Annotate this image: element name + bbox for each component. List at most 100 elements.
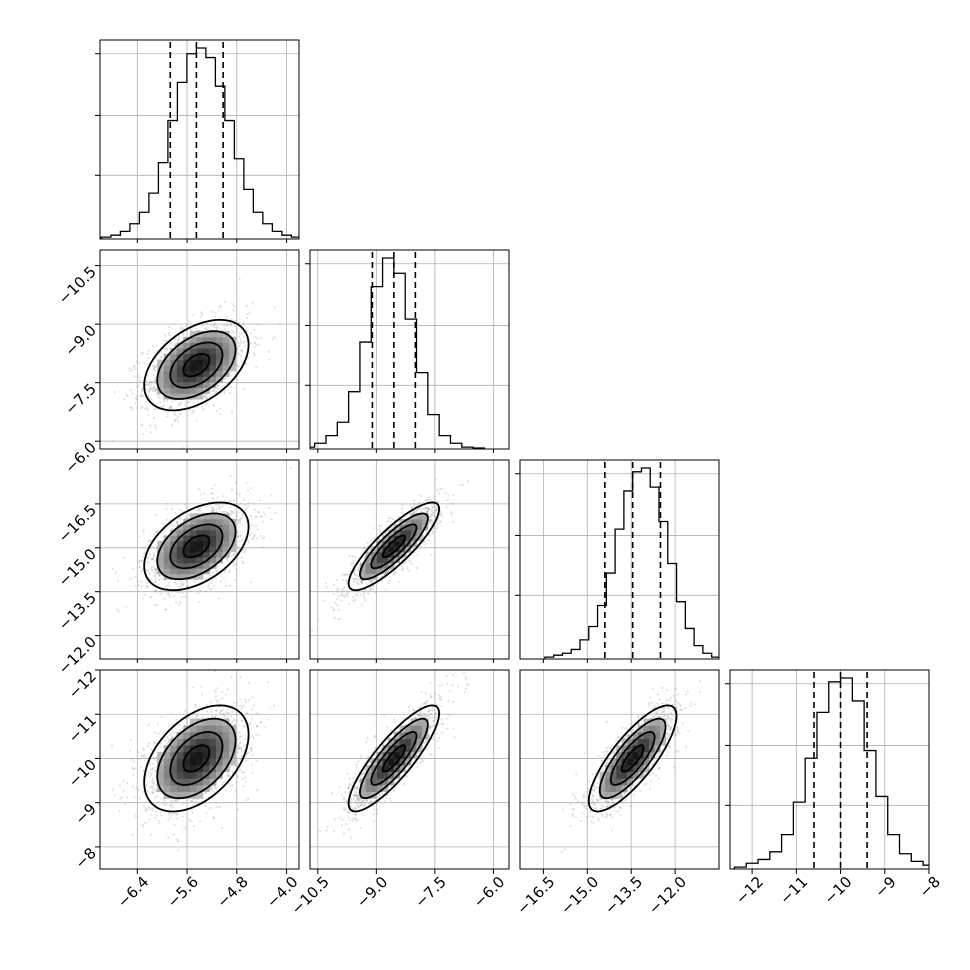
sample-point — [432, 513, 436, 516]
sample-point — [214, 312, 217, 315]
density-cell — [176, 551, 184, 558]
sample-point — [214, 787, 217, 790]
sample-point — [429, 521, 432, 524]
density-cell — [157, 382, 165, 389]
sample-point — [258, 498, 262, 501]
sample-point — [151, 380, 154, 383]
sample-point — [141, 559, 144, 562]
sample-point — [424, 506, 427, 509]
density-cell — [365, 573, 372, 580]
sample-point — [184, 402, 187, 405]
sample-point — [159, 401, 162, 404]
sample-point — [145, 383, 148, 387]
sample-point — [426, 506, 430, 510]
sample-point — [152, 373, 155, 376]
sample-point — [247, 541, 250, 544]
sample-point — [240, 361, 243, 364]
sample-point — [190, 820, 193, 823]
sample-point — [423, 540, 426, 543]
sample-point — [152, 565, 155, 568]
density-cell — [215, 336, 223, 343]
contour-level-1 — [370, 523, 418, 570]
density-cell — [365, 562, 372, 569]
sample-point — [146, 407, 149, 410]
sample-point — [254, 341, 257, 344]
sample-point — [242, 322, 245, 325]
sample-point — [240, 502, 243, 505]
sample-point — [420, 509, 423, 513]
sample-point — [134, 368, 137, 371]
sample-point — [170, 424, 174, 427]
sample-point — [138, 535, 141, 538]
sample-point — [153, 575, 156, 578]
sample-point — [260, 515, 263, 518]
sample-point — [435, 525, 438, 528]
sample-point — [239, 735, 242, 738]
sample-point — [360, 581, 364, 584]
sample-point — [157, 393, 161, 396]
sample-point — [161, 353, 165, 356]
sample-point — [345, 573, 348, 577]
sample-point — [461, 484, 464, 487]
sample-point — [205, 394, 208, 397]
sample-point — [149, 387, 153, 390]
contour-level-3 — [347, 501, 441, 592]
sample-point — [401, 503, 404, 507]
density-cell — [176, 568, 184, 575]
sample-point — [111, 439, 114, 442]
sample-point — [165, 399, 168, 402]
density-cell — [202, 359, 210, 366]
sample-point — [163, 597, 166, 600]
sample-point — [219, 407, 222, 410]
sample-point — [192, 409, 195, 412]
density-cell — [157, 376, 165, 383]
sample-point — [172, 594, 175, 598]
sample-point — [360, 581, 363, 584]
sample-point — [240, 719, 244, 723]
panel-frame — [309, 249, 510, 450]
density-cell — [189, 551, 197, 558]
sample-point — [429, 515, 433, 518]
sample-point — [222, 510, 225, 513]
sample-point — [230, 488, 234, 491]
density-cell — [202, 353, 210, 360]
sample-point — [153, 574, 156, 577]
density-cell — [170, 535, 178, 542]
sample-point — [346, 595, 349, 598]
sample-point — [410, 505, 414, 509]
sample-point — [199, 509, 202, 513]
sample-point — [244, 504, 247, 507]
density-cell — [183, 353, 191, 360]
sample-point — [337, 617, 340, 621]
sample-point — [169, 523, 172, 526]
density-cell — [157, 540, 165, 547]
sample-point — [261, 537, 264, 540]
sample-point — [385, 531, 388, 534]
sample-point — [213, 315, 217, 318]
sample-point — [153, 740, 156, 743]
sample-point — [428, 508, 431, 511]
sample-point — [226, 716, 229, 720]
sample-point — [211, 497, 214, 500]
sample-point — [232, 564, 235, 567]
sample-point — [253, 346, 256, 349]
sample-point — [207, 585, 210, 588]
sample-point — [171, 805, 175, 809]
sample-point — [235, 514, 239, 517]
sample-point — [230, 374, 233, 377]
sample-point — [211, 510, 214, 514]
sample-point — [194, 327, 197, 330]
sample-point — [341, 588, 345, 591]
histogram-0 — [100, 47, 299, 239]
sample-point — [132, 365, 135, 368]
density-cell — [209, 331, 217, 338]
sample-point — [200, 311, 203, 314]
sample-point — [330, 606, 333, 609]
contour-level-1 — [169, 523, 224, 570]
sample-point — [150, 382, 153, 386]
sample-point — [245, 316, 249, 320]
sample-point — [240, 354, 243, 358]
density-cell — [215, 540, 223, 547]
density-cell — [222, 524, 230, 531]
density-cell — [176, 546, 184, 553]
